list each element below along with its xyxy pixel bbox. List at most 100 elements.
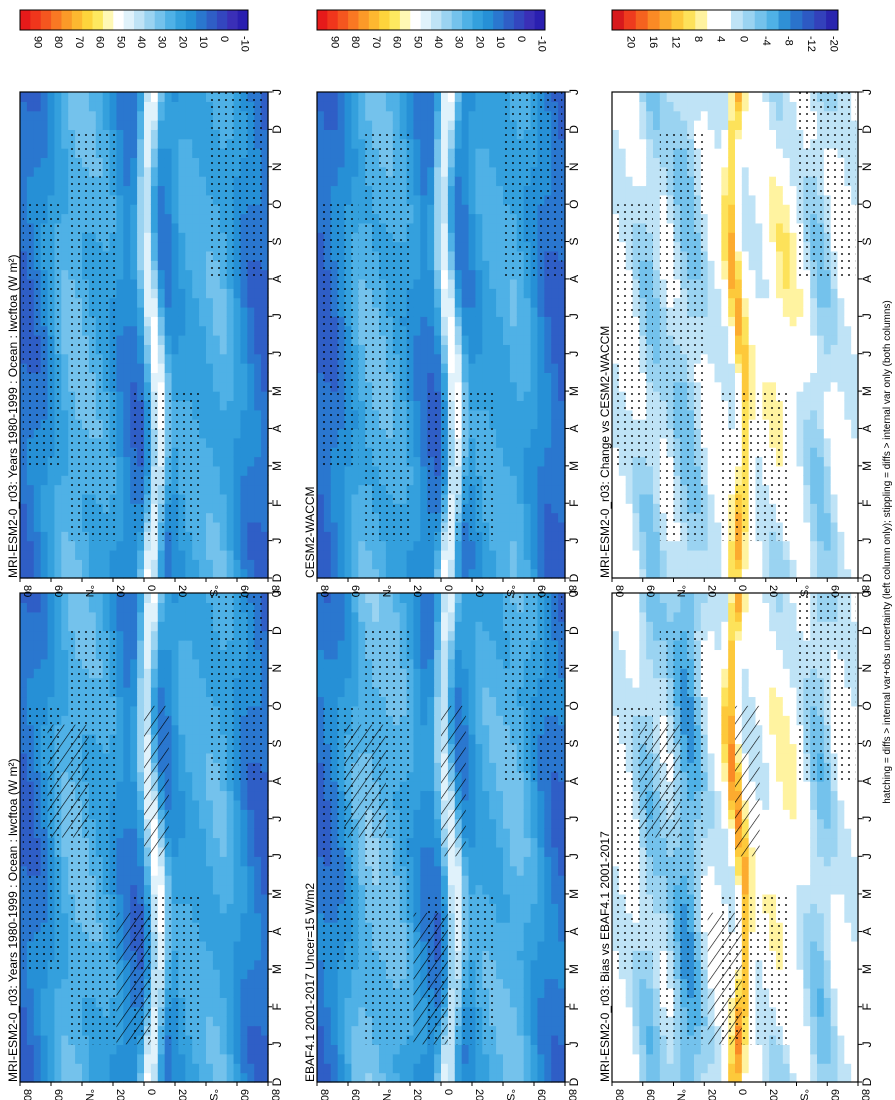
- heatmap-cell: [178, 828, 186, 839]
- heatmap-cell: [178, 306, 186, 317]
- heatmap-cell: [226, 475, 235, 486]
- heatmap-cell: [212, 531, 221, 542]
- heatmap-cell: [130, 120, 138, 130]
- heatmap-cell: [26, 997, 35, 1008]
- heatmap-cell: [116, 696, 124, 707]
- heatmap-cell: [261, 837, 269, 848]
- heatmap-cell: [178, 743, 186, 754]
- heatmap-cell: [26, 1063, 35, 1074]
- heatmap-cell: [171, 743, 180, 754]
- heatmap-cell: [102, 101, 111, 112]
- heatmap-cell: [33, 677, 42, 688]
- heatmap-cell: [427, 790, 435, 801]
- heatmap-cell: [102, 593, 111, 603]
- heatmap-cell: [192, 363, 200, 373]
- heatmap-cell: [185, 194, 193, 205]
- heatmap-cell: [226, 799, 235, 810]
- heatmap-cell: [171, 92, 180, 102]
- heatmap-cell: [116, 568, 124, 579]
- heatmap-cell: [116, 92, 124, 102]
- heatmap-cell: [379, 1053, 387, 1064]
- heatmap-cell: [199, 232, 207, 243]
- heatmap-cell: [427, 630, 435, 641]
- heatmap-cell: [337, 1072, 346, 1083]
- heatmap-cell: [385, 621, 394, 632]
- heatmap-cell: [47, 611, 56, 622]
- heatmap-cell: [247, 484, 255, 495]
- heatmap-cell: [88, 593, 97, 603]
- heatmap-cell: [61, 950, 69, 961]
- heatmap-cell: [178, 363, 186, 373]
- heatmap-cell: [420, 687, 428, 698]
- heatmap-cell: [447, 621, 456, 632]
- heatmap-cell: [351, 696, 359, 707]
- heatmap-cell: [261, 950, 269, 961]
- heatmap-cell: [413, 602, 421, 613]
- heatmap-cell: [150, 363, 159, 373]
- heatmap-cell: [337, 687, 346, 698]
- heatmap-cell: [54, 559, 62, 570]
- heatmap-cell: [171, 288, 180, 299]
- heatmap-cell: [164, 250, 173, 261]
- heatmap-cell: [26, 687, 35, 698]
- heatmap-cell: [247, 799, 255, 810]
- heatmap-cell: [144, 306, 152, 317]
- heatmap-cell: [61, 381, 69, 392]
- heatmap-cell: [54, 987, 62, 998]
- heatmap-cell: [226, 959, 235, 970]
- heatmap-cell: [317, 621, 325, 632]
- y-tick-label: °N: [83, 1089, 95, 1100]
- heatmap-cell: [185, 372, 193, 383]
- heatmap-cell: [150, 213, 159, 224]
- heatmap-cell: [434, 640, 442, 651]
- heatmap-cell: [344, 978, 353, 989]
- heatmap-cell: [206, 465, 214, 476]
- heatmap-cell: [164, 687, 173, 698]
- heatmap-cell: [178, 762, 186, 773]
- heatmap-cell: [82, 621, 90, 632]
- heatmap-cell: [206, 306, 214, 317]
- heatmap-cell: [61, 856, 69, 867]
- heatmap-cell: [75, 120, 83, 130]
- heatmap-cell: [116, 185, 124, 196]
- heatmap-cell: [130, 157, 138, 168]
- heatmap-cell: [185, 752, 193, 763]
- heatmap-cell: [192, 278, 200, 289]
- heatmap-cell: [171, 799, 180, 810]
- heatmap-cell: [365, 1063, 373, 1074]
- heatmap-cell: [420, 903, 428, 914]
- heatmap-cell: [199, 715, 207, 726]
- heatmap-cell: [54, 185, 62, 196]
- heatmap-cell: [392, 611, 401, 622]
- heatmap-cell: [199, 846, 207, 857]
- heatmap-cell: [434, 875, 442, 886]
- heatmap-cell: [33, 978, 42, 989]
- heatmap-cell: [137, 809, 145, 820]
- heatmap-cell: [144, 288, 152, 299]
- heatmap-cell: [247, 325, 255, 336]
- heatmap-cell: [337, 621, 346, 632]
- heatmap-cell: [323, 1025, 332, 1036]
- heatmap-cell: [247, 568, 255, 579]
- heatmap-cell: [185, 185, 193, 196]
- heatmap-cell: [199, 884, 207, 895]
- heatmap-cell: [68, 568, 76, 579]
- heatmap-cell: [427, 705, 435, 716]
- heatmap-cell: [144, 241, 152, 252]
- heatmap-cell: [157, 602, 166, 613]
- heatmap-cell: [317, 696, 325, 707]
- hatch-region: [116, 912, 151, 1045]
- heatmap-cell: [171, 353, 180, 364]
- heatmap-cell: [157, 1072, 166, 1083]
- heatmap-cell: [116, 602, 124, 613]
- heatmap-cell: [392, 621, 401, 632]
- heatmap-cell: [240, 512, 248, 523]
- heatmap-cell: [47, 101, 56, 112]
- heatmap-cell: [47, 559, 56, 570]
- colorbar-label: -10: [239, 36, 251, 52]
- heatmap-cell: [130, 771, 138, 782]
- heatmap-cell: [240, 568, 248, 579]
- heatmap-cell: [413, 696, 421, 707]
- heatmap-cell: [317, 602, 325, 613]
- heatmap-cell: [226, 381, 235, 392]
